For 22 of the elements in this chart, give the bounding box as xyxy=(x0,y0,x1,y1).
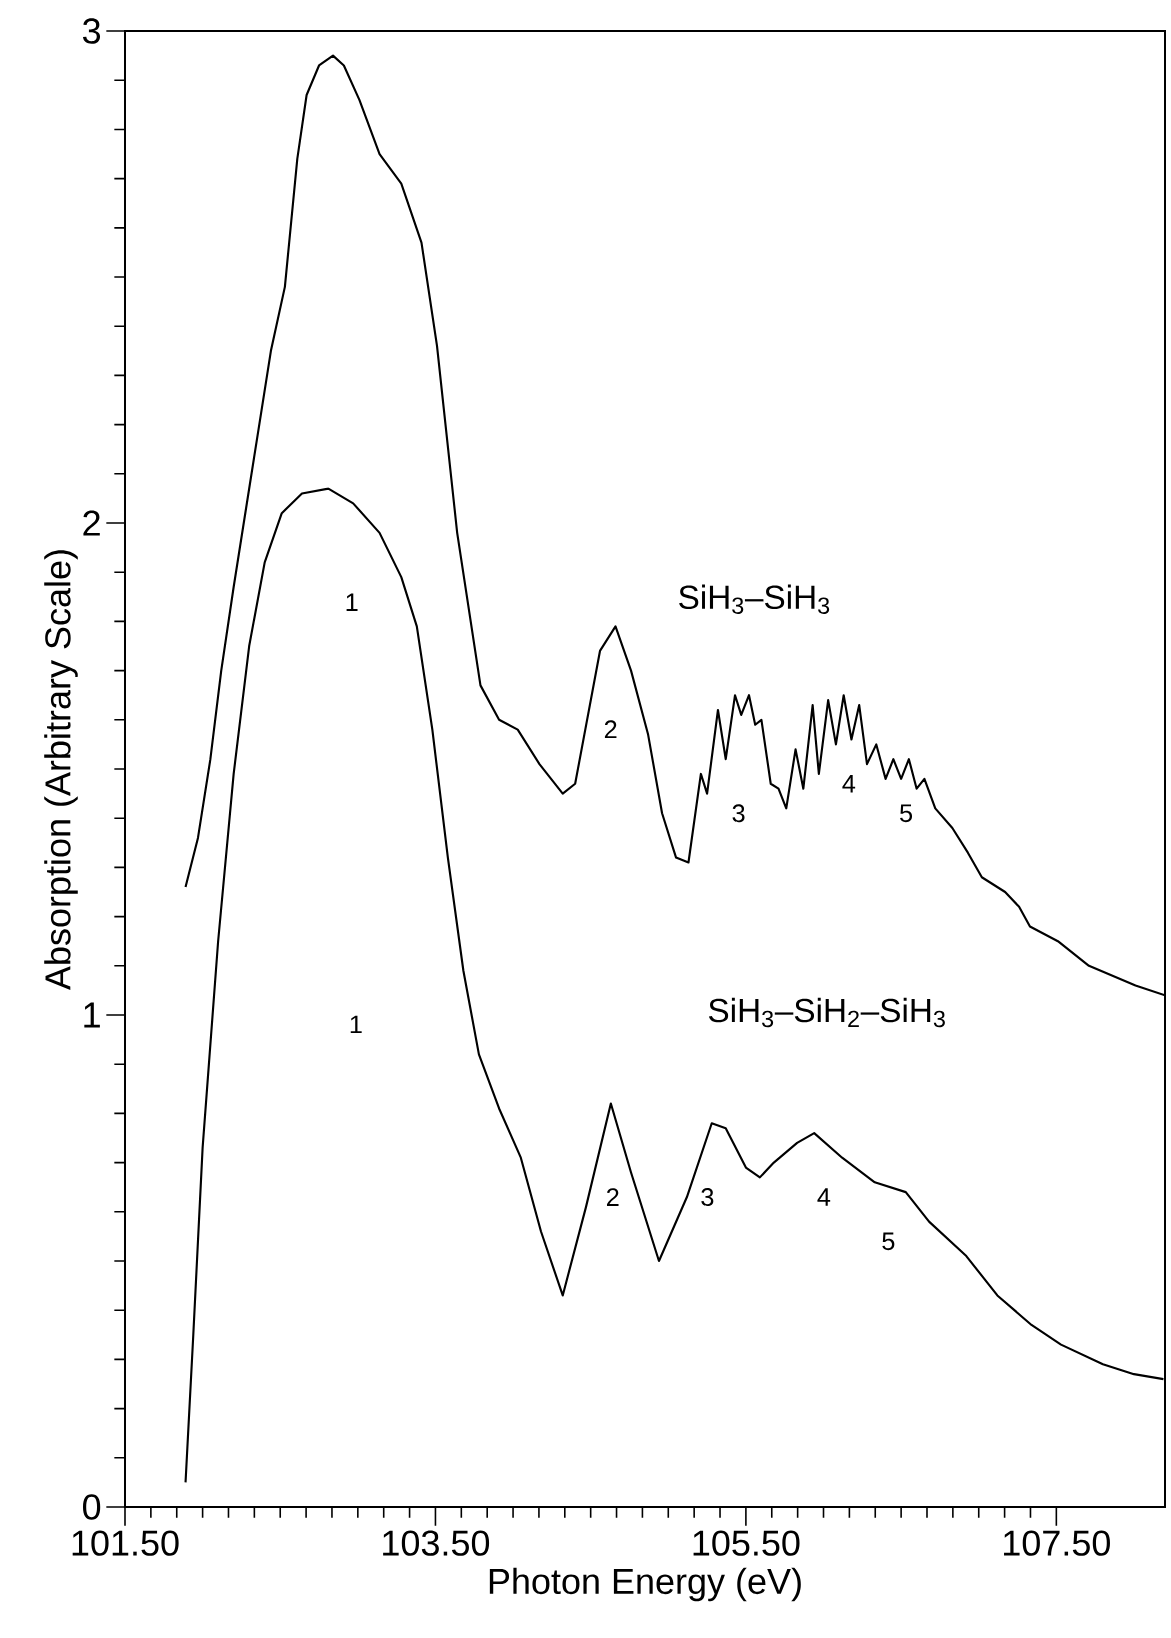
x-tick-label: 101.50 xyxy=(72,1530,179,1556)
text: SiH$_{3}$–SiH$_{2}$–SiH$_{3}$ xyxy=(708,997,945,1028)
annotation: 4 xyxy=(817,1188,831,1206)
annotation: 1 xyxy=(346,593,358,611)
annotation: 1 xyxy=(350,1015,362,1034)
x-axis-title: Photon Energy (eV) xyxy=(489,1567,801,1602)
x-tick-label: 105.50 xyxy=(693,1530,800,1556)
x-tick-label: 107.50 xyxy=(1004,1530,1110,1556)
y-tick-label: 2 xyxy=(83,510,100,536)
annotation: 3 xyxy=(732,804,745,823)
annotation: 3 xyxy=(701,1188,714,1207)
y-tick-label: 0 xyxy=(83,1494,101,1520)
annotation: 2 xyxy=(604,720,617,739)
y-tick-label: 3 xyxy=(82,18,101,44)
annotation: 5 xyxy=(900,804,913,823)
x-tick-label: 103.50 xyxy=(383,1530,490,1556)
y-axis-title: Absorption (Arbitrary Scale) xyxy=(44,550,78,991)
series-label: SiH$_{3}$–SiH$_{3}$ xyxy=(679,584,830,614)
annotation: 4 xyxy=(842,775,856,793)
annotation: 2 xyxy=(606,1188,619,1206)
annotation: 5 xyxy=(882,1232,895,1251)
y-tick-label: 1 xyxy=(84,1002,100,1028)
